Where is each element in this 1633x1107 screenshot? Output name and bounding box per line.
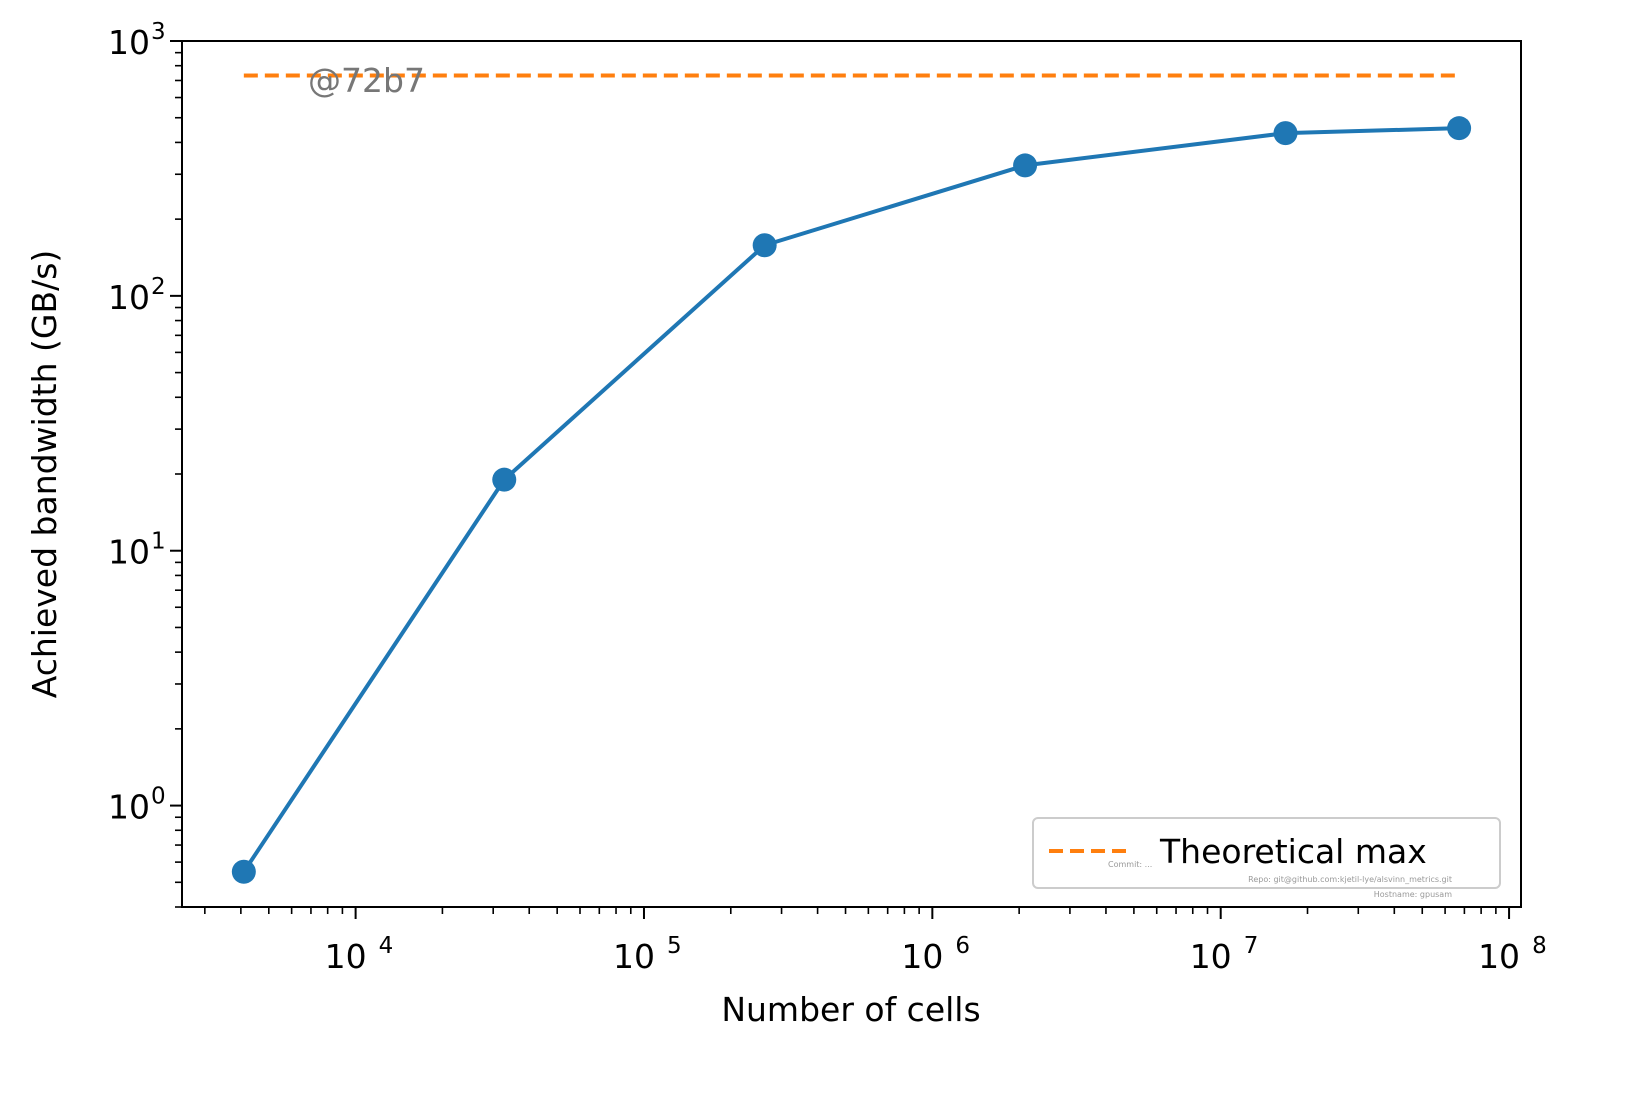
meta-hostname: Hostname: gpusam	[1374, 890, 1452, 899]
series-line-achieved	[242, 126, 1460, 873]
x-tick-label: 10	[613, 937, 655, 976]
y-tick-label: 10	[108, 23, 150, 62]
x-axis-label: Number of cells	[721, 990, 980, 1029]
legend: Theoretical max Commit: ... Repo: git@gi…	[1032, 817, 1501, 899]
x-tick-exponent: 6	[955, 933, 970, 959]
y-tick-exponent: 3	[151, 19, 166, 45]
y-tick-exponent: 2	[151, 274, 166, 300]
y-axis-label: Achieved bandwidth (GB/s)	[25, 250, 64, 699]
data-point	[1273, 121, 1298, 146]
meta-commit: Commit: ...	[1108, 860, 1152, 869]
y-tick-label: 10	[108, 533, 150, 572]
data-point	[492, 467, 517, 492]
x-tick-exponent: 8	[1532, 933, 1547, 959]
y-tick-exponent: 0	[151, 784, 166, 810]
x-tick-label: 10	[1190, 937, 1232, 976]
plot-frame	[181, 40, 1522, 908]
data-point	[752, 233, 777, 258]
y-tick-label: 10	[108, 788, 150, 827]
x-tick-exponent: 7	[1244, 933, 1259, 959]
legend-box	[1032, 817, 1501, 889]
watermark: @72b7	[308, 61, 425, 100]
x-tick-exponent: 5	[667, 933, 682, 959]
x-tick-label: 10	[901, 937, 943, 976]
y-tick-label: 10	[108, 278, 150, 317]
x-tick-exponent: 4	[379, 933, 394, 959]
legend-label-theoretical-max: Theoretical max	[1159, 832, 1427, 871]
data-point	[231, 859, 256, 884]
meta-repo: Repo: git@github.com:kjetil-lye/alsvinn_…	[1248, 875, 1452, 884]
data-point	[1447, 116, 1472, 141]
y-tick-exponent: 1	[151, 529, 166, 555]
data-point	[1013, 153, 1038, 178]
x-tick-label: 10	[325, 937, 367, 976]
x-tick-label: 10	[1478, 937, 1520, 976]
